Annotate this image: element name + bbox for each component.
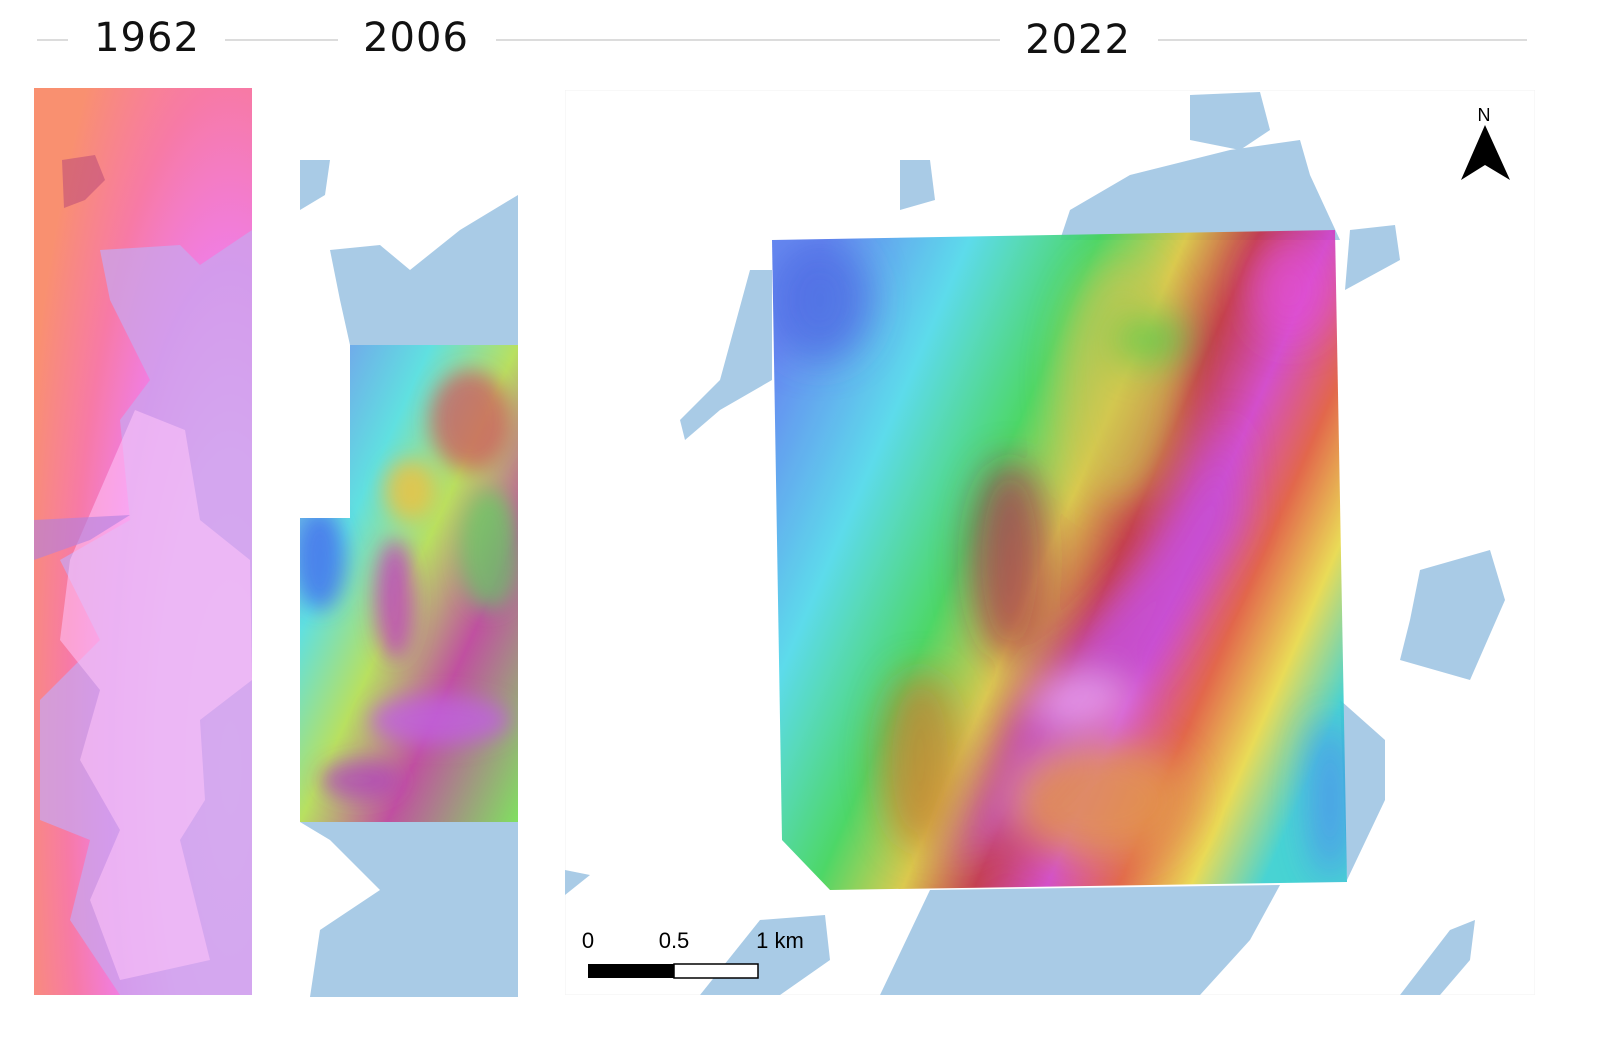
map-panel-2022 bbox=[565, 90, 1535, 995]
panel-year: 1962 bbox=[94, 15, 200, 61]
map-panel-1962 bbox=[34, 88, 252, 995]
scale-label: 0.5 bbox=[659, 928, 690, 953]
map-panel-2006 bbox=[300, 90, 518, 997]
scale-label: 0 bbox=[582, 928, 594, 953]
scale-bar: 0 0.5 1 km bbox=[582, 928, 804, 979]
scale-segment bbox=[588, 964, 674, 978]
north-arrow-shape bbox=[1461, 125, 1510, 180]
panel-year: 2006 bbox=[363, 15, 469, 61]
scale-label: 1 km bbox=[756, 928, 804, 953]
north-arrow: N bbox=[1461, 105, 1510, 180]
panel-year: 2022 bbox=[1025, 17, 1131, 63]
scale-segment bbox=[673, 963, 759, 979]
north-label: N bbox=[1478, 105, 1491, 125]
